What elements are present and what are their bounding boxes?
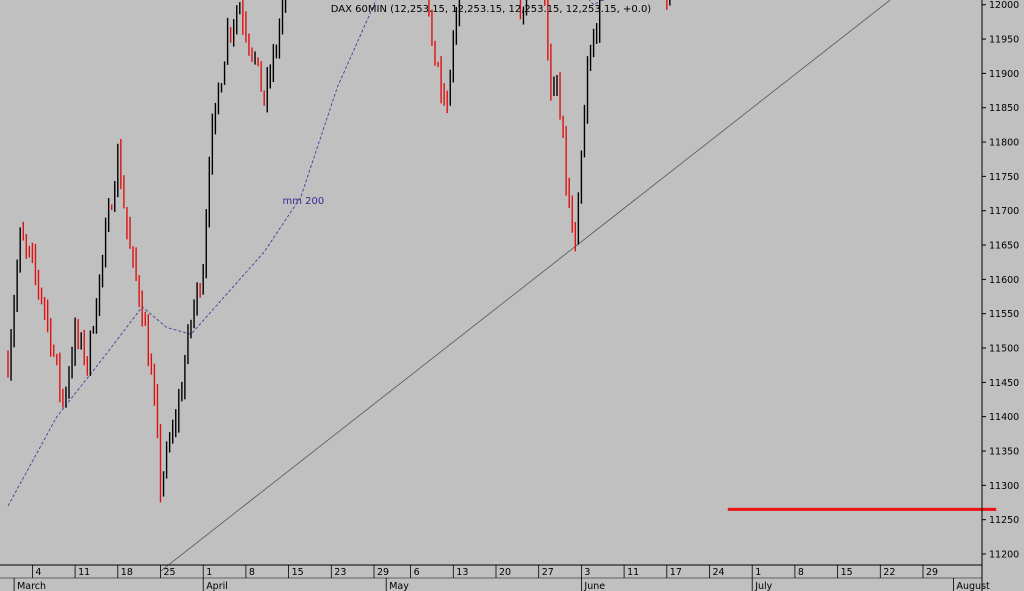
y-tick-label: 11550: [989, 309, 1019, 320]
y-tick-label: 11450: [989, 378, 1019, 389]
y-tick-label: 11250: [989, 515, 1019, 526]
x-tick-label: 25: [164, 567, 176, 578]
trendlines: [160, 0, 997, 572]
y-tick-label: 11300: [989, 481, 1019, 492]
chart-title: DAX 60MIN (12,253.15, 12,253.15, 12,253.…: [331, 4, 652, 15]
x-tick-label: 1: [206, 567, 212, 578]
x-axis: 4 11 18 25 1 8 15 23 29 6 13 20 27 3 11 17 24 1 8 15 22 29Mar…: [0, 564, 991, 591]
x-tick-label: 6: [414, 567, 420, 578]
x-tick-label: 3: [584, 567, 590, 578]
y-tick-label: 11600: [989, 275, 1019, 286]
moving-average-line: [7, 0, 603, 507]
x-tick-label: 15: [292, 567, 304, 578]
y-tick-label: 11800: [989, 138, 1019, 149]
x-tick-label: 18: [121, 567, 133, 578]
x-tick-label: 8: [249, 567, 255, 578]
y-tick-label: 11500: [989, 344, 1019, 355]
x-tick-label: 29: [377, 567, 389, 578]
trendline: [160, 0, 891, 572]
x-tick-label: 11: [627, 567, 639, 578]
x-month-label: July: [754, 581, 772, 591]
y-tick-label: 11750: [989, 172, 1019, 183]
x-month-label: May: [389, 581, 409, 591]
y-tick-label: 11850: [989, 103, 1019, 114]
x-tick-label: 24: [713, 567, 725, 578]
price-bars: [7, 0, 671, 503]
y-tick-label: 11950: [989, 35, 1019, 46]
y-tick-label: 12000: [989, 0, 1019, 11]
x-month-label: March: [17, 581, 46, 591]
x-tick-label: 17: [670, 567, 682, 578]
y-axis: 11200 11250 11300 11350 11400 11450 11500 11550…: [981, 0, 1019, 591]
x-tick-label: 11: [78, 567, 90, 578]
x-tick-label: 1: [755, 567, 761, 578]
x-tick-label: 15: [841, 567, 853, 578]
mm200-label: mm 200: [283, 196, 325, 207]
y-tick-label: 11350: [989, 447, 1019, 458]
y-tick-label: 11650: [989, 241, 1019, 252]
x-tick-label: 23: [334, 567, 346, 578]
y-tick-label: 11900: [989, 69, 1019, 80]
x-tick-label: 8: [798, 567, 804, 578]
x-month-label: June: [583, 581, 605, 591]
annotations-layer: BCEmm 200: [283, 196, 325, 207]
y-tick-label: 11200: [989, 550, 1019, 561]
x-tick-label: 22: [883, 567, 895, 578]
x-tick-label: 13: [456, 567, 468, 578]
x-month-label: August: [957, 581, 991, 591]
y-tick-label: 11700: [989, 206, 1019, 217]
x-tick-label: 4: [35, 567, 41, 578]
moving-average-layer: [7, 0, 603, 507]
y-tick-label: 11400: [989, 412, 1019, 423]
x-tick-label: 29: [926, 567, 938, 578]
x-month-label: April: [206, 581, 228, 591]
x-tick-label: 27: [542, 567, 554, 578]
x-tick-label: 20: [499, 567, 511, 578]
